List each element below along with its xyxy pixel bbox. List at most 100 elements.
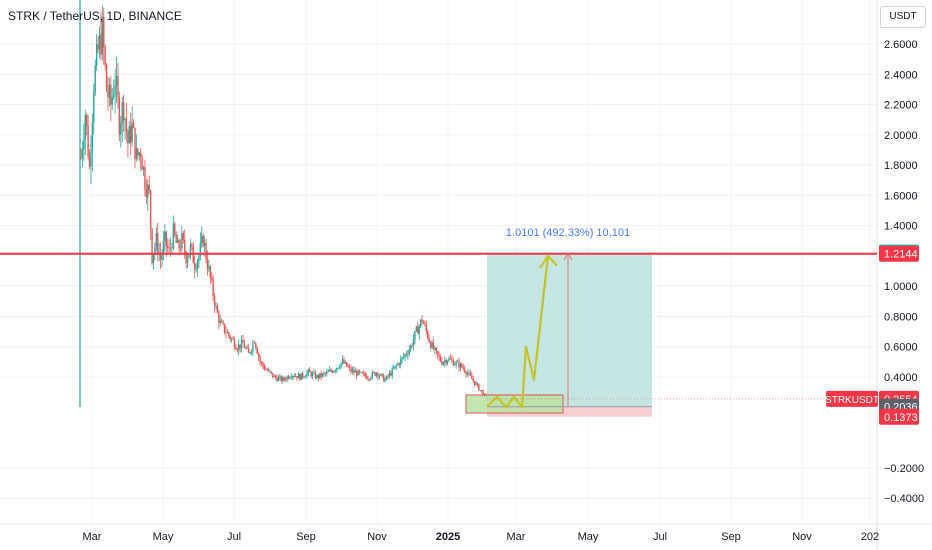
candle-body: [381, 374, 383, 375]
x-tick-label: May: [153, 531, 174, 543]
candle-body: [431, 342, 433, 348]
candle-body: [141, 157, 143, 170]
candle-body: [451, 359, 453, 361]
candle-body: [144, 166, 146, 190]
candle-body: [206, 259, 209, 270]
candle-body: [472, 378, 474, 382]
candle-body: [351, 369, 354, 372]
x-tick-label: Mar: [507, 531, 526, 543]
candle-body: [157, 233, 159, 254]
x-tick-label: Jul: [653, 531, 667, 543]
candle-body: [388, 373, 391, 377]
candle-body: [260, 362, 263, 363]
candle-body: [100, 34, 102, 55]
candle-body: [142, 166, 145, 170]
candle-body: [233, 339, 236, 348]
candle-body: [414, 331, 416, 340]
candle-body: [350, 367, 352, 372]
symbol-badge: STRKUSDT: [825, 395, 879, 406]
candle-body: [118, 97, 121, 135]
candle-body: [344, 362, 347, 364]
candle-body: [343, 359, 345, 364]
candle-body: [412, 339, 415, 346]
candle-body: [272, 372, 274, 378]
candle-body: [269, 370, 271, 372]
stop-price-label: 0.1373: [884, 412, 918, 424]
candle-body: [444, 360, 446, 363]
x-tick-label: Sep: [721, 531, 741, 543]
long-position-target-zone[interactable]: [487, 252, 652, 407]
y-tick-label: 1.4000: [884, 221, 918, 233]
candle-body: [293, 376, 295, 377]
candle-body: [353, 369, 355, 373]
candle-body: [411, 345, 413, 347]
candle-body: [145, 189, 148, 198]
candle-body: [87, 126, 89, 157]
candle-body: [265, 369, 267, 370]
candle-body: [479, 390, 482, 391]
candle-body: [130, 125, 132, 143]
candle-body: [287, 376, 290, 379]
long-position-stop-zone[interactable]: [487, 406, 652, 417]
candle-body: [387, 375, 389, 377]
candle-body: [371, 372, 374, 378]
candle-body: [427, 331, 429, 339]
candle-body: [418, 325, 420, 334]
candle-body: [462, 367, 464, 369]
candle-body: [262, 362, 264, 366]
accumulation-box[interactable]: [465, 394, 564, 414]
candle-body: [247, 347, 250, 353]
currency-button[interactable]: USDT: [880, 6, 926, 28]
candle-body: [238, 344, 240, 351]
candle-body: [196, 261, 199, 269]
candle-body: [165, 231, 167, 246]
candle-body: [469, 372, 472, 376]
candle-body: [85, 114, 88, 127]
candle-body: [319, 373, 321, 378]
candle-body: [415, 326, 418, 332]
candle-body: [384, 379, 386, 382]
candle-body: [114, 85, 116, 96]
candle-body: [458, 361, 460, 368]
candle-body: [439, 356, 442, 362]
candle-body: [162, 241, 165, 255]
candle-body: [434, 347, 436, 350]
candle-body: [358, 370, 361, 373]
candle-body: [219, 321, 221, 324]
candle-body: [309, 369, 311, 373]
projection-path[interactable]: [486, 255, 550, 409]
candle-body: [125, 118, 128, 132]
candle-body: [368, 379, 371, 380]
candle-body: [475, 383, 477, 385]
y-tick-label: 2.6000: [884, 39, 918, 51]
candle-body: [374, 372, 376, 376]
candle-body: [363, 373, 365, 374]
candle-body: [478, 384, 480, 391]
candle-body: [121, 102, 123, 124]
candle-body: [280, 376, 283, 382]
candle-body: [184, 239, 186, 253]
candle-body: [88, 156, 91, 167]
candle-body: [461, 363, 463, 368]
candle-body: [441, 361, 443, 365]
symbol-badge-bg[interactable]: [826, 390, 878, 407]
candle-body: [407, 354, 409, 355]
candle-body: [394, 365, 396, 369]
y-tick-label: −0.4000: [884, 493, 924, 505]
candle-body: [328, 369, 331, 372]
candle-body: [422, 321, 425, 324]
candle-body: [128, 125, 131, 144]
candle-body: [203, 242, 206, 246]
candle-body: [307, 369, 310, 373]
candle-body: [245, 347, 247, 349]
y-tick-label: 1.6000: [884, 190, 918, 202]
candle-body: [409, 345, 412, 350]
candle-body: [250, 350, 253, 353]
candle-body: [151, 228, 153, 264]
candle-body: [172, 223, 175, 249]
y-tick-label: 2.0000: [884, 130, 918, 142]
candle-body: [326, 371, 328, 374]
candle-body: [216, 305, 219, 313]
candle-body: [185, 252, 187, 264]
